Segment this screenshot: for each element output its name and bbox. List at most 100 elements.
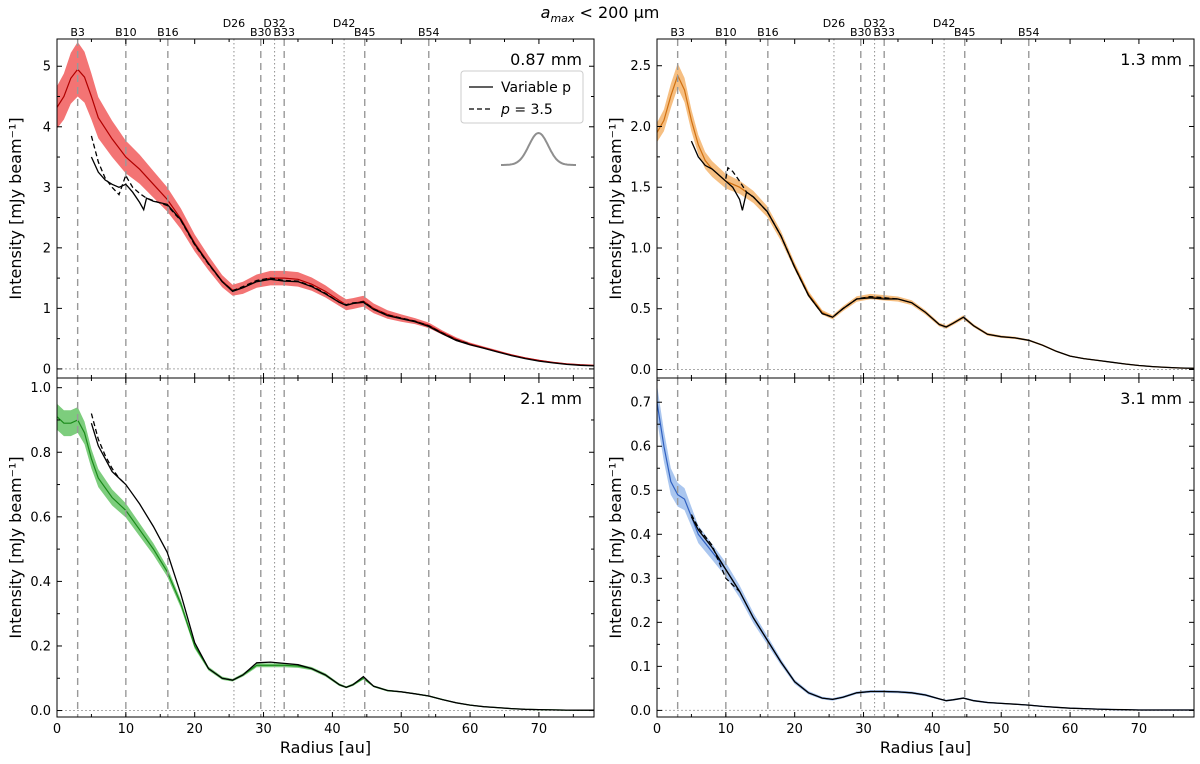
variable-p-line <box>690 140 1194 369</box>
model-line <box>57 416 594 711</box>
title-a: a <box>541 3 551 22</box>
beam-profile-icon <box>501 131 576 166</box>
y-tick-label: 2.5 <box>630 59 651 74</box>
y-axis-label: Intensity [mJy beam⁻¹] <box>6 456 25 638</box>
y-tick-label: 0.8 <box>30 446 51 461</box>
axes-frame <box>656 377 1195 718</box>
y-tick-label: 0.4 <box>630 528 651 543</box>
ring-label-b54: B54 <box>1018 26 1040 39</box>
ring-label-d42: D42 <box>933 17 955 30</box>
y-tick-label: 0.2 <box>30 639 51 654</box>
band-label: 1.3 mm <box>1120 50 1182 69</box>
legend-fixed-rest: = 3.5 <box>510 102 553 118</box>
y-tick-label: 0.0 <box>630 704 651 719</box>
y-tick-label: 3 <box>43 181 51 196</box>
y-tick-label: 0.3 <box>630 572 651 587</box>
y-tick-label: 0.6 <box>30 510 51 525</box>
variable-p-line <box>90 423 594 711</box>
y-tick-label: 1 <box>43 302 51 317</box>
y-tick-label: 1.0 <box>630 241 651 256</box>
ring-label-b10: B10 <box>115 26 137 39</box>
axes-frame <box>656 38 1195 379</box>
y-tick-label: 4 <box>43 120 51 135</box>
model-band <box>57 403 594 711</box>
y-axis-label: Intensity [mJy beam⁻¹] <box>606 117 625 299</box>
y-axis-label: Intensity [mJy beam⁻¹] <box>6 117 25 299</box>
ring-label-b30: B30 <box>250 26 272 39</box>
legend: Variable p p = 3.5 <box>460 70 584 124</box>
x-tick-label: 10 <box>118 722 135 737</box>
fixed-p-line <box>725 166 899 318</box>
ring-label-b33: B33 <box>273 26 295 39</box>
x-tick-label: 70 <box>531 722 548 737</box>
ring-label-b33: B33 <box>873 26 895 39</box>
ring-label-b54: B54 <box>418 26 440 39</box>
ring-label-d42: D42 <box>333 17 355 30</box>
ring-label-d32: D32 <box>863 17 885 30</box>
title-rest: < 200 μm <box>574 3 659 22</box>
x-tick-label: 30 <box>855 722 872 737</box>
ring-label-b45: B45 <box>354 26 376 39</box>
legend-variable-label: Variable p <box>501 80 571 96</box>
band-label: 3.1 mm <box>1120 389 1182 408</box>
y-tick-label: 0.4 <box>30 575 51 590</box>
ring-label-d26: D26 <box>223 17 245 30</box>
y-tick-label: 0 <box>43 362 51 377</box>
y-tick-label: 0.2 <box>630 616 651 631</box>
x-tick-label: 60 <box>1062 722 1079 737</box>
y-tick-label: 0.0 <box>630 363 651 378</box>
fixed-p-line <box>690 514 741 592</box>
x-tick-label: 10 <box>718 722 735 737</box>
legend-fixed-label: p = 3.5 <box>500 102 553 118</box>
y-tick-label: 0.0 <box>30 704 51 719</box>
y-tick-label: 2 <box>43 241 51 256</box>
y-tick-label: 0.1 <box>630 660 651 675</box>
y-tick-label: 2.0 <box>630 120 651 135</box>
x-tick-label: 30 <box>255 722 272 737</box>
ring-label-b10: B10 <box>715 26 737 39</box>
x-tick-label: 0 <box>53 722 61 737</box>
y-tick-label: 0.6 <box>630 440 651 455</box>
x-axis-label: Radius [au] <box>880 738 971 757</box>
band-label: 2.1 mm <box>520 389 582 408</box>
x-tick-label: 40 <box>924 722 941 737</box>
model-band <box>657 63 1194 369</box>
y-tick-label: 0.5 <box>630 302 651 317</box>
x-tick-label: 50 <box>393 722 410 737</box>
ring-label-b30: B30 <box>850 26 872 39</box>
y-tick-label: 0.7 <box>630 396 651 411</box>
y-axis-label: Intensity [mJy beam⁻¹] <box>606 456 625 638</box>
y-tick-label: 1.0 <box>30 381 51 396</box>
x-axis-label: Radius [au] <box>280 738 371 757</box>
model-line <box>657 402 1194 711</box>
band-label: 0.87 mm <box>510 50 582 69</box>
variable-p-line <box>690 516 1194 711</box>
fixed-p-line <box>90 413 127 485</box>
ring-label-b3: B3 <box>670 26 685 39</box>
plot-area <box>657 39 1194 378</box>
panel-3-1-mm: 0 10 20 30 40 50 60 70 0.0 0.1 0.2 0.3 0.4 0.5 0.6 0.7 3… <box>606 377 1195 757</box>
plot-area <box>57 378 594 717</box>
legend-box <box>460 70 584 124</box>
axes-frame <box>56 377 595 718</box>
plot-area <box>57 39 594 378</box>
x-tick-label: 40 <box>324 722 341 737</box>
ring-label-b16: B16 <box>157 26 179 39</box>
x-tick-label: 20 <box>786 722 803 737</box>
model-line <box>657 73 1194 369</box>
x-tick-label: 20 <box>186 722 203 737</box>
ring-label-b16: B16 <box>757 26 779 39</box>
figure-title: amax < 200 μm <box>541 3 660 25</box>
ring-label-d32: D32 <box>263 17 285 30</box>
x-tick-label: 70 <box>1131 722 1148 737</box>
legend-fixed-var: p <box>500 102 510 118</box>
panel-2-1-mm: 0 10 20 30 40 50 60 70 0.0 0.2 0.4 0.6 0.8 1.0 2.1 mm I… <box>6 377 595 757</box>
ring-label-b3: B3 <box>70 26 85 39</box>
plot-area <box>657 378 1194 717</box>
fixed-p-line <box>90 135 471 345</box>
y-tick-label: 0.5 <box>630 484 651 499</box>
